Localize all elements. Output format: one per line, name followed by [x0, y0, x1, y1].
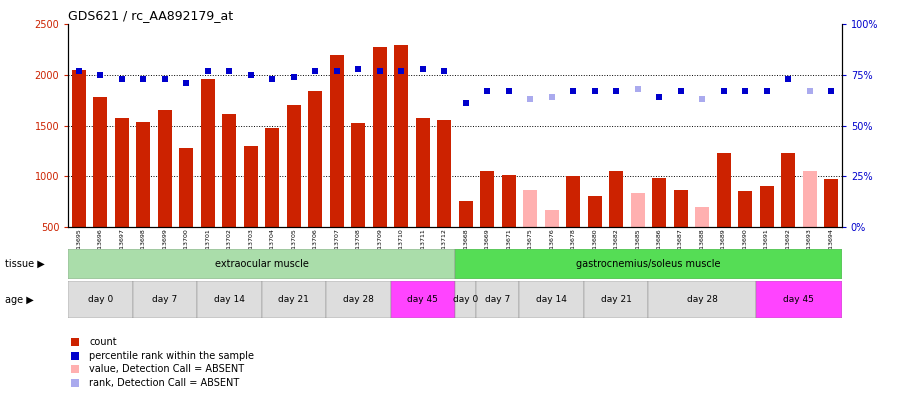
Bar [480, 171, 494, 227]
Bar [438, 121, 451, 227]
Text: value, Detection Call = ABSENT: value, Detection Call = ABSENT [89, 364, 244, 374]
Bar [201, 79, 215, 227]
Bar [115, 118, 129, 227]
Text: day 28: day 28 [343, 295, 374, 304]
Bar [545, 210, 559, 227]
Bar [803, 171, 816, 227]
Bar [648, 281, 756, 318]
Bar [824, 179, 838, 227]
Text: GDS621 / rc_AA892179_at: GDS621 / rc_AA892179_at [68, 9, 233, 22]
Bar [68, 281, 133, 318]
Bar [158, 111, 172, 227]
Bar [477, 281, 520, 318]
Bar [520, 281, 584, 318]
Bar [394, 45, 409, 227]
Bar [523, 190, 537, 227]
Text: day 45: day 45 [408, 295, 439, 304]
Bar [756, 281, 842, 318]
Bar [781, 153, 795, 227]
Bar [390, 281, 455, 318]
Text: day 21: day 21 [278, 295, 309, 304]
Bar [609, 171, 623, 227]
Text: day 45: day 45 [784, 295, 814, 304]
Text: age ▶: age ▶ [5, 295, 34, 305]
Bar [262, 281, 326, 318]
Bar [308, 91, 322, 227]
Text: day 0: day 0 [88, 295, 113, 304]
Bar [94, 97, 107, 227]
Bar [652, 178, 666, 227]
Text: rank, Detection Call = ABSENT: rank, Detection Call = ABSENT [89, 378, 239, 388]
Bar [566, 176, 581, 227]
Text: day 0: day 0 [453, 295, 479, 304]
Bar [673, 190, 688, 227]
Bar [133, 281, 197, 318]
Bar [222, 115, 237, 227]
Bar [416, 118, 430, 227]
Bar [716, 153, 731, 227]
Text: extraocular muscle: extraocular muscle [215, 259, 308, 269]
Text: percentile rank within the sample: percentile rank within the sample [89, 351, 254, 360]
Bar [179, 148, 194, 227]
Bar [351, 122, 365, 227]
Text: day 7: day 7 [485, 295, 511, 304]
Text: tissue ▶: tissue ▶ [5, 259, 45, 269]
Text: gastrocnemius/soleus muscle: gastrocnemius/soleus muscle [576, 259, 721, 269]
Bar [459, 202, 472, 227]
Bar [584, 281, 648, 318]
Bar [695, 207, 709, 227]
Bar [373, 47, 387, 227]
Bar [244, 146, 258, 227]
Bar [72, 70, 86, 227]
Text: day 28: day 28 [687, 295, 717, 304]
Bar [455, 249, 842, 279]
Bar [588, 196, 602, 227]
Text: count: count [89, 337, 116, 347]
Bar [738, 192, 752, 227]
Bar [501, 175, 516, 227]
Bar [68, 249, 455, 279]
Bar [326, 281, 390, 318]
Bar [631, 194, 644, 227]
Text: day 21: day 21 [601, 295, 632, 304]
Bar [266, 128, 279, 227]
Text: day 7: day 7 [152, 295, 177, 304]
Bar [329, 55, 344, 227]
Bar [760, 186, 774, 227]
Bar [197, 281, 262, 318]
Bar [455, 281, 477, 318]
Bar [136, 122, 150, 227]
Text: day 14: day 14 [214, 295, 245, 304]
Bar [287, 105, 301, 227]
Text: day 14: day 14 [536, 295, 567, 304]
